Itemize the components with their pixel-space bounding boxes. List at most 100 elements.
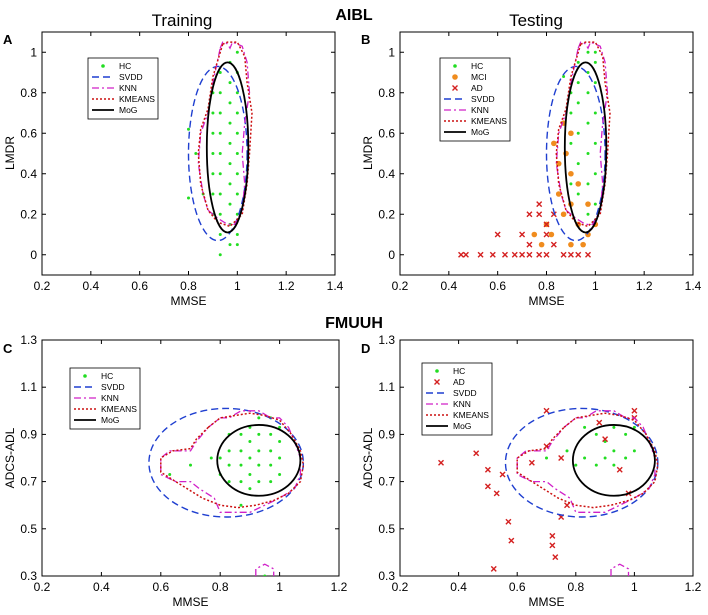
legend-marker-hc (453, 64, 457, 68)
hc-point (257, 463, 261, 467)
hc-point (586, 152, 590, 155)
ad-point (536, 251, 543, 258)
legend-label-kmeans: KMEANS (101, 404, 137, 414)
y-tick-label: 1.1 (378, 380, 395, 394)
legend-box (87, 57, 159, 120)
ad-point (499, 471, 506, 478)
mci-point (575, 181, 582, 187)
ad-point (567, 251, 574, 258)
hc-point (576, 81, 580, 85)
legend-label-hc: HC (101, 371, 113, 381)
hc-point (209, 456, 213, 460)
ad-point (493, 490, 500, 497)
hc-point (235, 111, 239, 115)
section-title-fmuuh: FMUUH (325, 315, 383, 332)
hc-point (576, 162, 580, 166)
mci-point (585, 201, 591, 207)
hc-point (586, 71, 590, 74)
hc-point (269, 449, 273, 453)
x-tick-label: 0.6 (509, 580, 526, 594)
ad-point (458, 251, 465, 258)
legend-box (421, 362, 493, 436)
ad-point (558, 455, 565, 461)
ad-point (519, 251, 526, 258)
col-title-testing: Testing (509, 11, 563, 30)
panels: A 0.2 0.4 0.6 0.8 1 1.2 1.4 0 0.2 0.4 0.6 0.8 1 MMSE LM… (3, 31, 702, 609)
y-tick-label: 0.5 (20, 522, 37, 536)
hc-point (576, 60, 580, 64)
x-axis-label: MMSE (173, 595, 209, 609)
hc-point (257, 416, 261, 420)
hc-point (278, 473, 282, 477)
ad-point (536, 211, 543, 218)
x-tick-label: 0.8 (180, 279, 197, 293)
hc-point (593, 202, 597, 206)
hc-point (239, 503, 243, 507)
svdd-boundary (148, 407, 305, 518)
hc-point (228, 162, 232, 166)
hc-point (218, 131, 222, 135)
legend-label-kmeans: KMEANS (119, 94, 155, 104)
legend-marker-hc (83, 374, 87, 378)
ad-point (528, 459, 535, 466)
hc-point (228, 243, 232, 247)
ad-point (543, 221, 550, 228)
panel-c: C 0.2 0.4 0.6 0.8 1 1.2 0.3 0.5 0.7 0.9 1.1 1.3 MMSE A… (3, 333, 348, 609)
legend-label-kmeans: KMEANS (453, 410, 489, 420)
hc-point (612, 425, 616, 429)
y-tick-label: 0.7 (378, 475, 395, 489)
legend-label-knn: KNN (453, 399, 471, 409)
y-tick-label: 1.3 (378, 333, 395, 347)
ad-point (596, 419, 603, 426)
legend-label-mog: MoG (453, 421, 471, 431)
hc-point (624, 456, 628, 460)
hc-point (228, 182, 232, 186)
x-tick-label: 1.2 (685, 580, 702, 594)
kmeans-boundary (516, 412, 659, 509)
hc-point (228, 141, 232, 145)
x-tick-label: 1.2 (636, 279, 653, 293)
hc-point (211, 192, 215, 196)
hc-point (278, 456, 282, 460)
y-tick-label: 0.2 (378, 207, 395, 221)
legend-marker-hc (101, 64, 105, 68)
hc-point (218, 456, 222, 460)
legend-label-kmeans: KMEANS (471, 116, 507, 126)
hc-point (235, 233, 239, 236)
ad-point (602, 436, 609, 443)
ad-point (508, 537, 515, 544)
knn-boundary (610, 563, 630, 576)
hc-point (576, 131, 580, 135)
mci-point (538, 241, 545, 248)
hc-point (576, 192, 580, 196)
y-tick-label: 0 (388, 248, 395, 262)
ad-point (519, 231, 526, 238)
y-tick-label: 1 (30, 45, 37, 59)
ad-point (631, 407, 638, 414)
hc-point (218, 253, 222, 257)
x-tick-label: 0.8 (538, 279, 555, 293)
x-tick-label: 0.2 (34, 580, 51, 594)
hc-point (248, 487, 252, 491)
hc-point (248, 456, 252, 460)
knn-boundary (255, 563, 275, 576)
hc-point (239, 480, 243, 484)
x-tick-label: 0.6 (131, 279, 148, 293)
plot-area (187, 41, 253, 257)
hc-point (593, 111, 597, 115)
y-tick-label: 1 (388, 45, 395, 59)
legend-label-mog: MoG (471, 127, 489, 137)
ad-point (501, 251, 508, 258)
hc-point (239, 463, 243, 467)
hc-point (218, 152, 222, 155)
legend-label-mci: MCI (471, 72, 487, 82)
legend-label-ad: AD (471, 83, 483, 93)
hc-point (565, 449, 569, 453)
hc-point (593, 141, 597, 145)
ad-point (473, 450, 480, 457)
hc-point (586, 121, 590, 125)
legend-label-knn: KNN (101, 393, 119, 403)
hc-point (218, 192, 222, 196)
mci-point (551, 140, 557, 147)
hc-point (218, 172, 222, 176)
